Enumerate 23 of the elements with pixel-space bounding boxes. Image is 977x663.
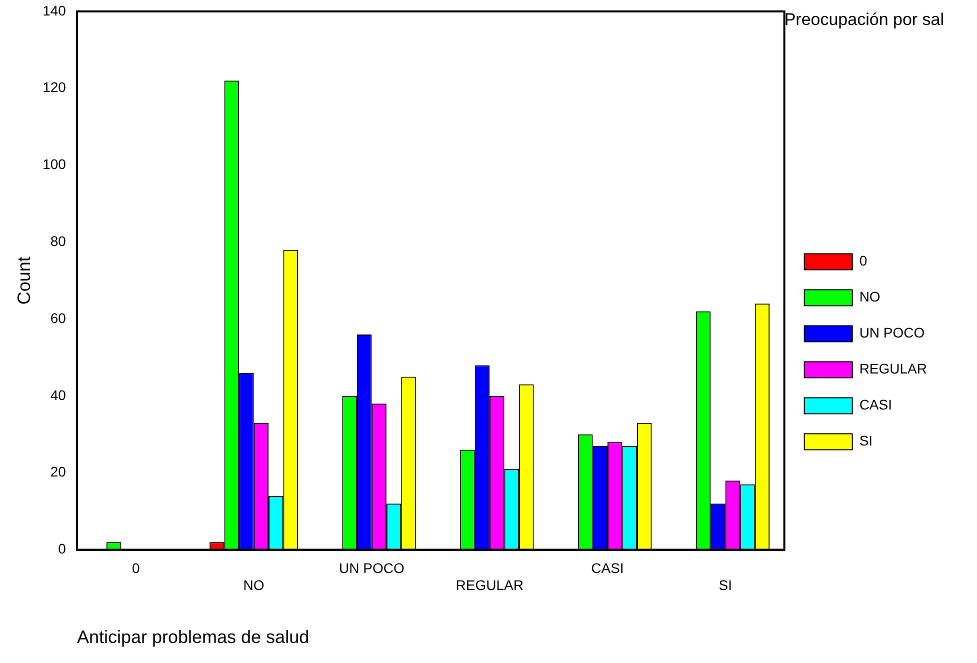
y-tick-label: 140 — [42, 2, 66, 18]
legend-label: SI — [859, 432, 873, 449]
legend-title: Preocupación por sal — [784, 10, 944, 30]
y-axis-title: Count — [14, 256, 34, 305]
x-tick-label: 0 — [132, 560, 140, 576]
y-tick-label: 0 — [58, 540, 66, 557]
legend-label: CASI — [859, 396, 892, 413]
x-tick-label: CASI — [591, 560, 624, 576]
legend-label: UN POCO — [859, 324, 925, 341]
y-tick-label: 60 — [50, 310, 66, 326]
x-tick-label: SI — [718, 576, 732, 593]
x-tick-label: UN POCO — [339, 560, 404, 576]
y-tick-label: 120 — [42, 79, 66, 96]
legend-label: REGULAR — [859, 360, 928, 377]
legend-label: 0 — [859, 252, 868, 269]
legend-label: NO — [859, 288, 880, 305]
y-tick-label: 100 — [42, 156, 66, 172]
y-tick-label: 40 — [50, 386, 66, 403]
x-tick-label: REGULAR — [456, 576, 524, 593]
y-tick-label: 20 — [50, 464, 66, 480]
x-tick-label: NO — [243, 576, 264, 593]
y-tick-label: 80 — [50, 233, 66, 249]
x-axis-title: Anticipar problemas de salud — [76, 627, 310, 648]
